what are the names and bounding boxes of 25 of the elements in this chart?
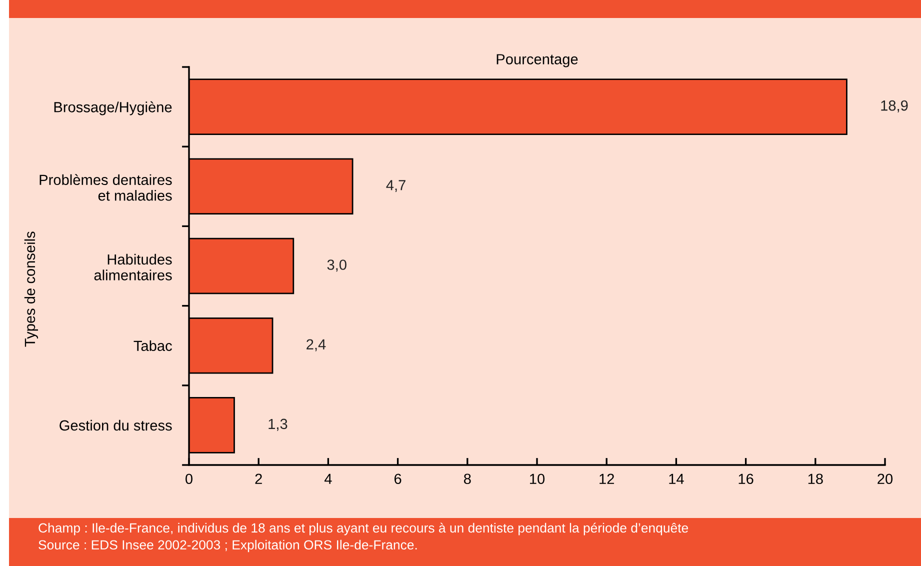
text: Champ : Ile-de-France, individus de 18 ans et plus ayant eu recours à un dentiste pendant la période d’enquête	[38, 522, 688, 536]
x-tick-label: 16	[738, 474, 754, 484]
y-tick-label: Brossage/Hygiène	[54, 101, 172, 116]
x-tick-label: 8	[464, 474, 471, 484]
x-tick-label: 0	[186, 474, 192, 484]
data-label: 18,9	[881, 100, 908, 112]
x-tick-label: 18	[808, 474, 823, 484]
data-label: 3,0	[327, 260, 346, 272]
y-tick-label: Problèmes dentaires et maladies	[40, 174, 172, 201]
data-label: 4,7	[386, 180, 406, 192]
x-tick-label: 10	[530, 474, 545, 484]
data-label: 2,4	[306, 339, 326, 352]
x-tick-label: 2	[255, 474, 262, 484]
y-tick-label: Gestion du stress	[60, 420, 172, 431]
x-axis-title: Pourcentage	[496, 54, 578, 68]
x-tick-label: 14	[669, 474, 684, 484]
data-label: 1,3	[268, 418, 288, 431]
y-tick-label: Habitudes alimentaires	[94, 254, 172, 280]
y-axis-title: Types de conseils	[24, 232, 38, 347]
x-tick-label: 12	[600, 474, 614, 484]
x-tick-label: 6	[394, 474, 402, 484]
x-tick-label: 4	[324, 474, 332, 484]
source-note: Source : EDS Insee 2002-2003 ; Exploitation ORS Ile-de-France.	[38, 540, 417, 552]
y-tick-label: Tabac	[134, 340, 172, 352]
x-tick-label: 20	[878, 474, 893, 484]
